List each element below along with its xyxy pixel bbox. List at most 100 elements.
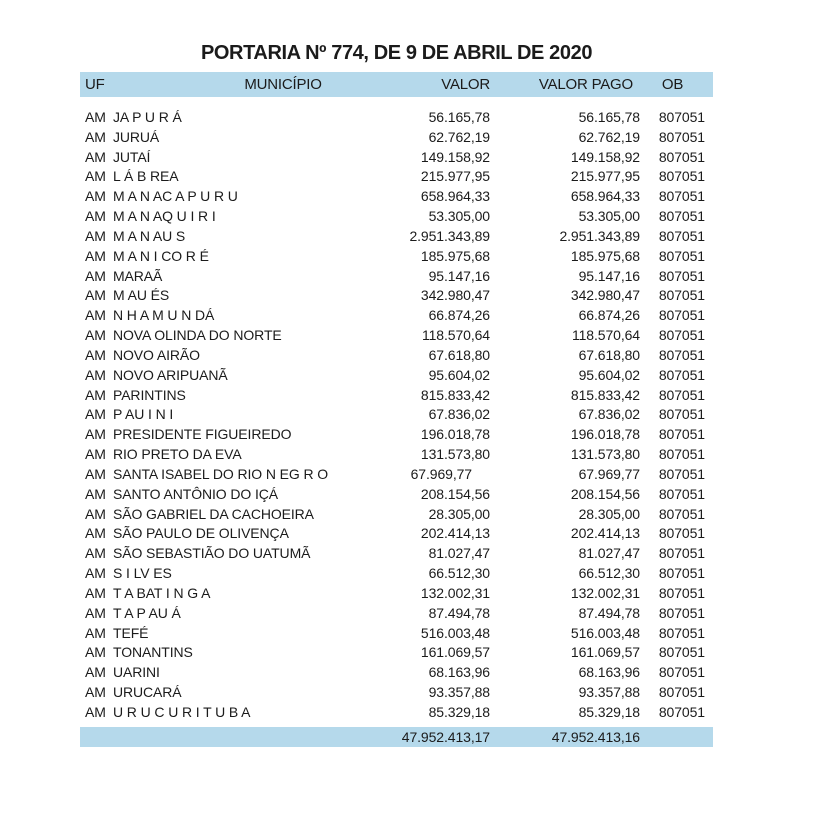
cell-ob: 807051 <box>658 624 705 641</box>
cell-municipio: N H A M U N DÁ <box>113 307 215 324</box>
table-row: AM L Á B REA 215.977,95 215.977,95 80705… <box>80 167 713 187</box>
column-header-uf: UF <box>85 76 105 93</box>
cell-valor: 56.165,78 <box>428 109 490 125</box>
cell-municipio: SANTO ANTÔNIO DO IÇÁ <box>113 485 278 502</box>
table-row: AM TONANTINS 161.069,57 161.069,57 80705… <box>80 643 713 663</box>
table-row: AM SANTO ANTÔNIO DO IÇÁ 208.154,56 208.1… <box>80 485 713 505</box>
column-header-valor-pago: VALOR PAGO <box>538 76 633 93</box>
cell-valor-pago: 131.573,80 <box>570 446 640 463</box>
cell-ob: 807051 <box>658 386 705 403</box>
table-row: AM NOVA OLINDA DO NORTE 118.570,64 118.5… <box>80 326 713 346</box>
cell-ob: 807051 <box>658 327 705 344</box>
table-row: AM P AU I N I 67.836,02 67.836,02 807051 <box>80 405 713 425</box>
cell-valor: 215.977,95 <box>420 168 490 185</box>
total-valor-pago: 47.952.413,16 <box>551 728 640 745</box>
cell-uf: AM <box>85 426 106 443</box>
cell-valor: 28.305,00 <box>428 505 490 522</box>
cell-municipio: SÃO SEBASTIÃO DO UATUMÃ <box>113 545 311 562</box>
cell-valor-pago: 149.158,92 <box>570 148 640 165</box>
cell-valor-pago: 67.836,02 <box>578 406 640 423</box>
cell-valor-pago: 81.027,47 <box>578 545 640 562</box>
cell-valor: 66.512,30 <box>428 565 490 582</box>
cell-uf: AM <box>85 644 106 661</box>
cell-municipio: M A N AU S <box>113 227 186 244</box>
cell-ob: 807051 <box>658 446 705 463</box>
cell-valor: 93.357,88 <box>428 684 490 701</box>
cell-valor-pago: 196.018,78 <box>570 426 640 443</box>
cell-uf: AM <box>85 565 106 582</box>
cell-valor-pago: 67.969,77 <box>578 465 640 482</box>
table-row: AM JUTAÍ 149.158,92 149.158,92 807051 <box>80 148 713 168</box>
cell-ob: 807051 <box>658 128 705 145</box>
table-header-row: UF MUNICÍPIO VALOR VALOR PAGO OB <box>80 72 713 97</box>
cell-valor: 2.951.343,89 <box>409 227 490 244</box>
cell-ob: 807051 <box>658 247 705 264</box>
table-row: AM T A P AU Á 87.494,78 87.494,78 807051 <box>80 604 713 624</box>
column-header-municipio: MUNICÍPIO <box>244 76 322 93</box>
cell-valor-pago: 95.147,16 <box>578 267 640 284</box>
cell-ob: 807051 <box>658 307 705 324</box>
cell-ob: 807051 <box>658 644 705 661</box>
cell-municipio: NOVO AIRÃO <box>113 346 200 363</box>
payments-table: UF MUNICÍPIO VALOR VALOR PAGO OB AM JA P… <box>80 72 713 747</box>
cell-valor: 516.003,48 <box>420 624 490 641</box>
cell-valor-pago: 95.604,02 <box>578 366 640 383</box>
cell-ob: 807051 <box>658 148 705 165</box>
cell-ob: 807051 <box>658 525 705 542</box>
cell-valor: 658.964,33 <box>420 188 490 205</box>
cell-uf: AM <box>85 485 106 502</box>
table-row: AM M A N AQ U I R I 53.305,00 53.305,00 … <box>80 207 713 227</box>
cell-valor: 67.618,80 <box>428 346 490 363</box>
table-row: AM JA P U R Á 56.165,78 56.165,78 807051 <box>80 108 713 128</box>
total-valor: 47.952.413,17 <box>401 728 490 745</box>
cell-municipio: M A N AQ U I R I <box>113 208 216 225</box>
cell-municipio: JA P U R Á <box>113 109 182 125</box>
cell-uf: AM <box>85 287 106 304</box>
cell-municipio: M AU ÉS <box>113 287 170 304</box>
cell-municipio: PRESIDENTE FIGUEIREDO <box>113 426 292 443</box>
cell-valor: 95.604,02 <box>428 366 490 383</box>
cell-uf: AM <box>85 604 106 621</box>
cell-valor-pago: 2.951.343,89 <box>559 227 640 244</box>
cell-municipio: TONANTINS <box>113 644 193 661</box>
table-row: AM RIO PRETO DA EVA 131.573,80 131.573,8… <box>80 445 713 465</box>
cell-uf: AM <box>85 366 106 383</box>
cell-uf: AM <box>85 465 106 482</box>
cell-ob: 807051 <box>658 604 705 621</box>
cell-valor: 67.969,77 <box>410 465 472 482</box>
cell-valor-pago: 67.618,80 <box>578 346 640 363</box>
cell-valor: 342.980,47 <box>420 287 490 304</box>
table-row: AM MARAÃ 95.147,16 95.147,16 807051 <box>80 267 713 287</box>
cell-valor-pago: 87.494,78 <box>578 604 640 621</box>
cell-valor-pago: 68.163,96 <box>578 664 640 681</box>
cell-ob: 807051 <box>658 584 705 601</box>
cell-ob: 807051 <box>658 485 705 502</box>
cell-valor-pago: 66.512,30 <box>578 565 640 582</box>
cell-ob: 807051 <box>658 287 705 304</box>
table-row: AM SANTA ISABEL DO RIO N EG R O 67.969,7… <box>80 465 713 485</box>
cell-valor: 118.570,64 <box>421 327 490 344</box>
cell-valor-pago: 815.833,42 <box>570 386 640 403</box>
cell-municipio: URUCARÁ <box>113 684 182 701</box>
cell-valor-pago: 66.874,26 <box>578 307 640 324</box>
cell-ob: 807051 <box>658 505 705 522</box>
cell-municipio: MARAÃ <box>113 267 163 284</box>
cell-uf: AM <box>85 703 106 720</box>
cell-valor-pago: 516.003,48 <box>570 624 640 641</box>
cell-valor: 66.874,26 <box>428 307 490 324</box>
table-row: AM SÃO SEBASTIÃO DO UATUMÃ 81.027,47 81.… <box>80 544 713 564</box>
cell-ob: 807051 <box>658 406 705 423</box>
cell-valor-pago: 658.964,33 <box>570 188 640 205</box>
cell-uf: AM <box>85 664 106 681</box>
cell-valor-pago: 161.069,57 <box>570 644 640 661</box>
cell-uf: AM <box>85 188 106 205</box>
table-row: AM URUCARÁ 93.357,88 93.357,88 807051 <box>80 683 713 703</box>
cell-municipio: SANTA ISABEL DO RIO N EG R O <box>113 465 329 482</box>
cell-valor: 196.018,78 <box>420 426 490 443</box>
table-row: AM M A N I CO R É 185.975,68 185.975,68 … <box>80 247 713 267</box>
column-header-ob: OB <box>661 76 684 93</box>
cell-municipio: U R U C U R I T U B A <box>113 703 251 720</box>
cell-uf: AM <box>85 327 106 344</box>
cell-uf: AM <box>85 346 106 363</box>
